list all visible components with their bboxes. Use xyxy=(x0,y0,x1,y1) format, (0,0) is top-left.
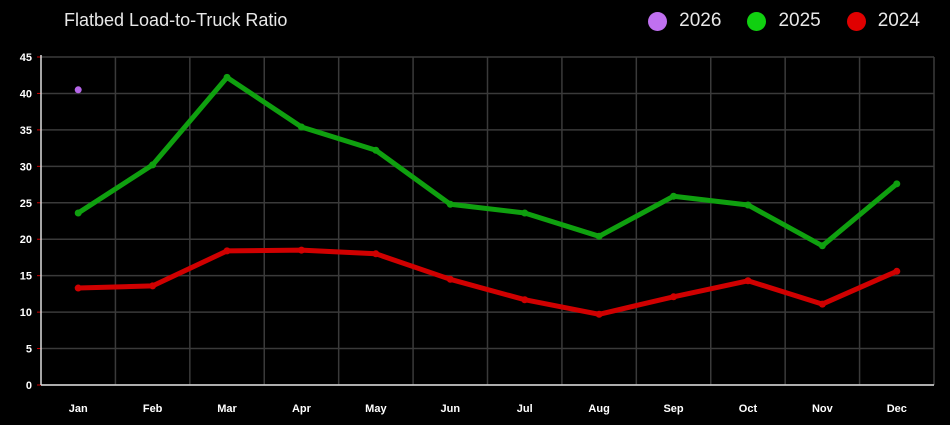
data-point-2025 xyxy=(372,146,380,154)
series-line-2024 xyxy=(75,247,900,317)
x-tick-label: Sep xyxy=(663,403,683,415)
data-point-2025 xyxy=(521,209,529,217)
data-point-2025 xyxy=(149,161,157,169)
legend-item-2026[interactable]: 2026 xyxy=(648,10,721,32)
data-point-2024 xyxy=(818,300,826,308)
data-point-2025 xyxy=(893,180,901,188)
data-point-2025 xyxy=(223,73,231,81)
legend-swatch-2026 xyxy=(648,11,668,31)
data-point-2024 xyxy=(149,282,157,290)
y-tick-label: 20 xyxy=(20,234,32,246)
y-tick-label: 5 xyxy=(26,344,32,356)
series-line-2025 xyxy=(75,74,900,249)
y-tick-label: 25 xyxy=(20,198,32,210)
x-tick-label: Oct xyxy=(739,403,758,415)
y-tick-label: 10 xyxy=(20,307,32,319)
x-tick-label: Dec xyxy=(887,403,907,415)
data-point-2024 xyxy=(74,284,82,292)
x-tick-label: Jul xyxy=(517,403,533,415)
x-tick-label: May xyxy=(365,403,387,415)
y-tick-label: 30 xyxy=(20,161,32,173)
legend-item-2024[interactable]: 2024 xyxy=(846,10,920,32)
y-tick-label: 40 xyxy=(20,88,32,100)
data-point-2024 xyxy=(595,310,603,318)
data-point-2026 xyxy=(74,86,82,94)
x-tick-label: Mar xyxy=(217,403,237,415)
y-tick-label: 15 xyxy=(20,271,32,283)
data-point-2025 xyxy=(818,242,826,250)
legend-label: 2024 xyxy=(877,10,920,31)
y-tick-label: 35 xyxy=(20,125,32,137)
legend-swatch-2024 xyxy=(846,11,866,31)
legend-swatch-2025 xyxy=(747,11,767,31)
legend-label: 2025 xyxy=(778,10,821,31)
data-point-2025 xyxy=(595,232,603,240)
data-point-2025 xyxy=(670,192,678,200)
y-tick-label: 0 xyxy=(26,380,32,392)
x-tick-label: Apr xyxy=(292,403,312,415)
x-tick-label: Aug xyxy=(588,403,609,415)
data-point-2025 xyxy=(744,201,752,209)
x-tick-label: Jun xyxy=(441,403,461,415)
legend-label: 2026 xyxy=(679,10,722,31)
chart-title: Flatbed Load-to-Truck Ratio xyxy=(64,10,288,30)
data-point-2024 xyxy=(297,246,305,254)
legend-item-2025[interactable]: 2025 xyxy=(747,10,821,32)
x-tick-label: Nov xyxy=(812,403,834,415)
data-point-2025 xyxy=(446,200,454,208)
x-tick-label: Feb xyxy=(143,403,163,415)
legend: 2026 2025 2024 xyxy=(648,10,920,32)
data-point-2024 xyxy=(670,293,678,301)
y-tick-label: 45 xyxy=(20,52,32,64)
data-point-2025 xyxy=(74,209,82,217)
data-point-2024 xyxy=(893,267,901,275)
data-point-2025 xyxy=(297,123,305,131)
data-point-2024 xyxy=(446,275,454,283)
data-point-2024 xyxy=(372,250,380,258)
data-point-2024 xyxy=(223,247,231,255)
data-point-2024 xyxy=(744,277,752,285)
x-tick-label: Jan xyxy=(69,403,88,415)
data-point-2024 xyxy=(521,296,529,304)
